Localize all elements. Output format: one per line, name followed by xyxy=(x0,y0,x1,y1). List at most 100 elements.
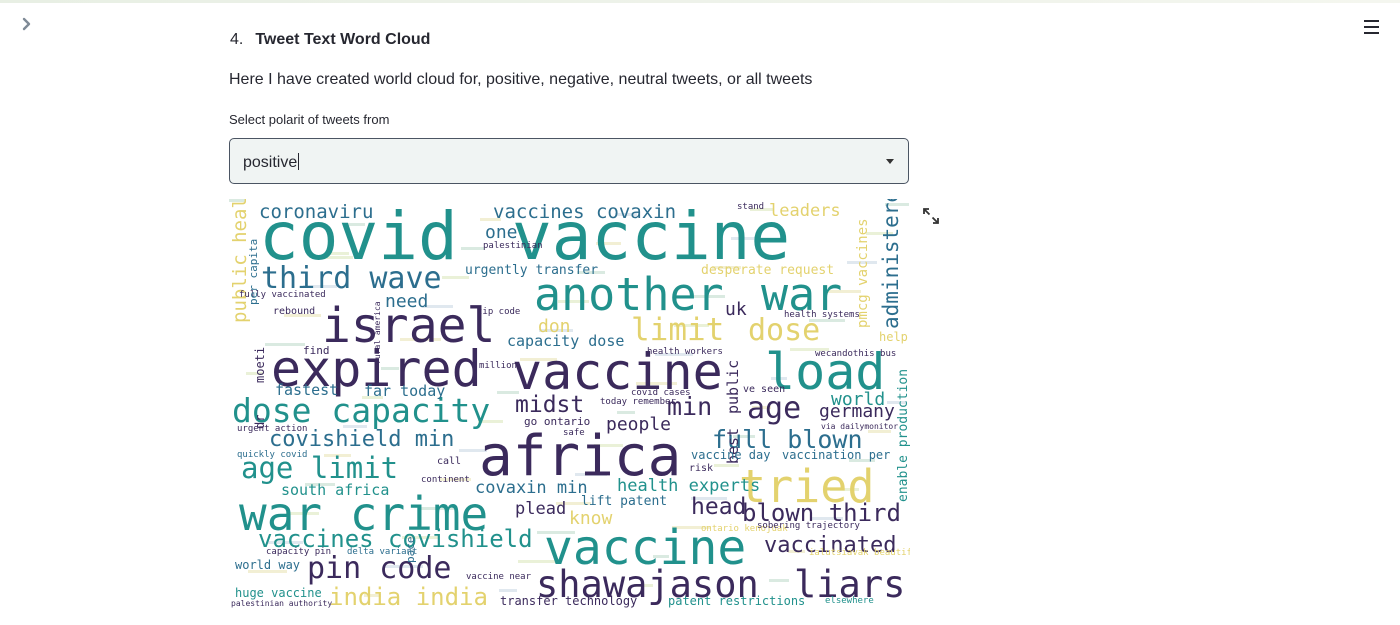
cloud-filler-word xyxy=(305,483,335,486)
cloud-word: vaccine xyxy=(544,520,747,576)
cloud-word: vaccination per xyxy=(782,448,891,462)
cloud-word: rebound xyxy=(273,306,316,317)
cloud-word: capacity pin xyxy=(266,547,332,557)
cloud-filler-word xyxy=(714,464,739,467)
cloud-word: covishield min xyxy=(269,427,455,452)
cloud-word: know xyxy=(569,508,613,529)
cloud-filler-word xyxy=(246,372,263,375)
cloud-filler-word xyxy=(674,324,709,327)
cloud-filler-word xyxy=(868,430,891,433)
cloud-filler-word xyxy=(712,266,741,269)
cloud-word: people xyxy=(606,414,672,435)
cloud-word: coronaviru xyxy=(259,201,374,223)
hamburger-menu-icon[interactable] xyxy=(1363,19,1381,35)
cloud-word: another xyxy=(534,268,724,321)
cloud-filler-word xyxy=(324,454,351,457)
polarity-select-label: Select polarit of tweets from xyxy=(229,112,390,127)
cloud-word: per capita xyxy=(247,238,260,305)
top-accent-line xyxy=(0,0,1400,3)
section-title: Tweet Text Word Cloud xyxy=(255,31,431,48)
cloud-word: full blown xyxy=(712,425,863,454)
cloud-filler-word xyxy=(442,276,469,279)
chevron-right-icon[interactable] xyxy=(18,15,36,33)
cloud-filler-word xyxy=(809,319,845,322)
cloud-word: far today xyxy=(364,382,446,400)
cloud-word: south africa xyxy=(281,481,390,499)
cloud-filler-word xyxy=(364,594,381,597)
cloud-word: ialutsiavak beautiful xyxy=(809,548,910,558)
cloud-filler-word xyxy=(497,391,519,394)
cloud-filler-word xyxy=(596,242,621,245)
cloud-word: ve seen xyxy=(743,384,786,395)
cloud-word: million xyxy=(479,361,517,371)
cloud-word: today remember xyxy=(600,397,676,407)
polarity-select-value: positive xyxy=(243,153,300,171)
cloud-word: huge vaccine xyxy=(235,586,322,600)
word-cloud-image: covid vaccine another war israel expired vacci… xyxy=(229,199,910,610)
cloud-filler-word xyxy=(733,435,755,438)
cloud-word: enable production xyxy=(896,368,910,502)
cloud-filler-word xyxy=(558,300,589,303)
cloud-filler-word xyxy=(284,314,321,317)
cloud-filler-word xyxy=(594,444,623,447)
cloud-word: help xyxy=(879,330,908,344)
cloud-word: moeti xyxy=(253,346,267,383)
fullscreen-expand-icon[interactable] xyxy=(922,207,940,225)
cloud-filler-word xyxy=(615,213,637,216)
cloud-filler-word xyxy=(400,338,441,341)
cloud-filler-word xyxy=(790,348,829,351)
cloud-word: head xyxy=(691,494,747,520)
cloud-filler-word xyxy=(655,353,693,356)
cloud-filler-word xyxy=(691,497,727,500)
cloud-filler-word xyxy=(267,541,303,544)
cloud-word: age xyxy=(747,391,802,426)
cloud-filler-word xyxy=(286,512,319,515)
cloud-word: shawajason xyxy=(536,563,759,606)
cloud-filler-word xyxy=(811,517,843,520)
cloud-word: tried xyxy=(739,460,875,513)
cloud-word: vaccine near xyxy=(466,572,532,582)
cloud-word: go ontario xyxy=(524,415,591,428)
cloud-filler-word xyxy=(421,507,455,510)
cloud-word: via dailymonitor xyxy=(821,422,899,431)
cloud-filler-word xyxy=(343,425,367,428)
cloud-filler-word xyxy=(636,382,677,385)
cloud-filler-word xyxy=(575,473,607,476)
cloud-word: blown third xyxy=(742,499,901,527)
cloud-filler-word xyxy=(672,526,711,529)
cloud-word: covid cases xyxy=(631,388,691,398)
cloud-word: urgently transfer xyxy=(465,263,599,278)
cloud-filler-word xyxy=(383,565,423,568)
cloud-filler-word xyxy=(849,459,875,462)
cloud-word: germany xyxy=(819,401,895,422)
cloud-word: world xyxy=(831,389,886,410)
cloud-filler-word xyxy=(771,377,787,380)
cloud-word: palestinian xyxy=(483,241,543,251)
text-cursor xyxy=(298,153,300,170)
cloud-filler-word xyxy=(423,305,453,308)
cloud-filler-word xyxy=(828,290,861,293)
cloud-filler-word xyxy=(461,247,485,250)
cloud-filler-word xyxy=(539,329,573,332)
cloud-word: don xyxy=(538,316,571,337)
cloud-word: vaccines covaxin xyxy=(493,201,677,223)
cloud-filler-word xyxy=(499,589,517,592)
cloud-word: urgent action xyxy=(237,424,308,434)
polarity-select[interactable]: positive xyxy=(229,138,909,184)
cloud-filler-word xyxy=(381,367,399,370)
cloud-word: limit xyxy=(631,312,725,348)
cloud-word: third wave xyxy=(261,261,442,296)
cloud-filler-word xyxy=(788,550,805,553)
cloud-word: administered xyxy=(879,199,903,329)
dropdown-arrow-icon[interactable] xyxy=(886,159,894,164)
cloud-filler-word xyxy=(847,261,877,264)
cloud-filler-word xyxy=(265,343,305,346)
cloud-word: load xyxy=(765,343,886,401)
cloud-filler-word xyxy=(303,285,337,288)
cloud-filler-word xyxy=(440,478,471,481)
cloud-word: fastest xyxy=(275,381,339,399)
cloud-word: uk xyxy=(725,299,747,320)
cloud-filler-word xyxy=(866,232,893,235)
cloud-filler-word xyxy=(887,401,907,404)
cloud-word: leaders xyxy=(769,201,841,221)
